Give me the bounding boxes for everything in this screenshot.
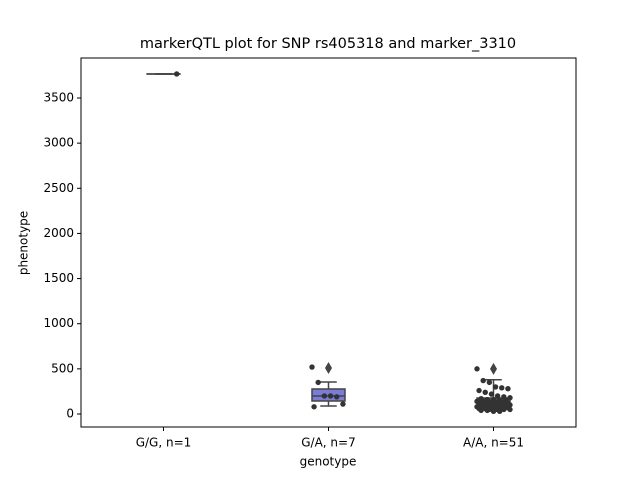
y-tick-label: 500 <box>51 361 74 375</box>
strip-point <box>494 393 501 399</box>
strip-point <box>486 379 493 386</box>
strip-point <box>507 406 513 413</box>
strip-point <box>488 391 495 397</box>
chart-title: markerQTL plot for SNP rs405318 and mark… <box>140 36 516 52</box>
y-tick-label: 2500 <box>43 181 74 195</box>
strip-point <box>507 395 513 401</box>
strip-point <box>334 394 340 400</box>
strip-point <box>476 387 482 394</box>
outlier <box>490 362 497 375</box>
strip-point <box>505 386 511 392</box>
strip-point <box>311 404 317 410</box>
y-axis-label: phenotype <box>17 211 31 275</box>
strip-point <box>482 389 488 396</box>
strip-point <box>340 401 346 407</box>
plot-frame <box>80 57 577 428</box>
strip-point <box>174 71 180 77</box>
strip-point <box>490 408 497 414</box>
strip-point <box>484 407 491 414</box>
strip-point <box>501 406 507 413</box>
x-axis-label: genotype <box>300 455 357 469</box>
y-tick-label: 1000 <box>43 316 74 330</box>
strip-point <box>499 385 505 391</box>
strip-point <box>327 393 334 399</box>
y-tick-label: 1500 <box>43 271 74 285</box>
y-tick-label: 3500 <box>43 90 74 104</box>
strip-point <box>480 377 486 384</box>
strip-point <box>321 393 328 399</box>
strip-point <box>503 397 509 404</box>
x-tick-label: G/G, n=1 <box>136 436 192 450</box>
outlier <box>325 361 332 374</box>
y-tick-label: 2000 <box>43 226 74 240</box>
x-tick-label: A/A, n=51 <box>463 436 524 450</box>
strip-point <box>478 407 484 414</box>
strip-point <box>315 379 321 386</box>
y-tick-label: 0 <box>66 406 74 420</box>
strip-point <box>309 364 315 370</box>
strip-point <box>496 408 503 414</box>
strip-point <box>492 384 499 390</box>
y-tick-label: 3000 <box>43 136 74 150</box>
x-tick-label: G/A, n=7 <box>301 436 355 450</box>
strip-point <box>474 366 480 372</box>
